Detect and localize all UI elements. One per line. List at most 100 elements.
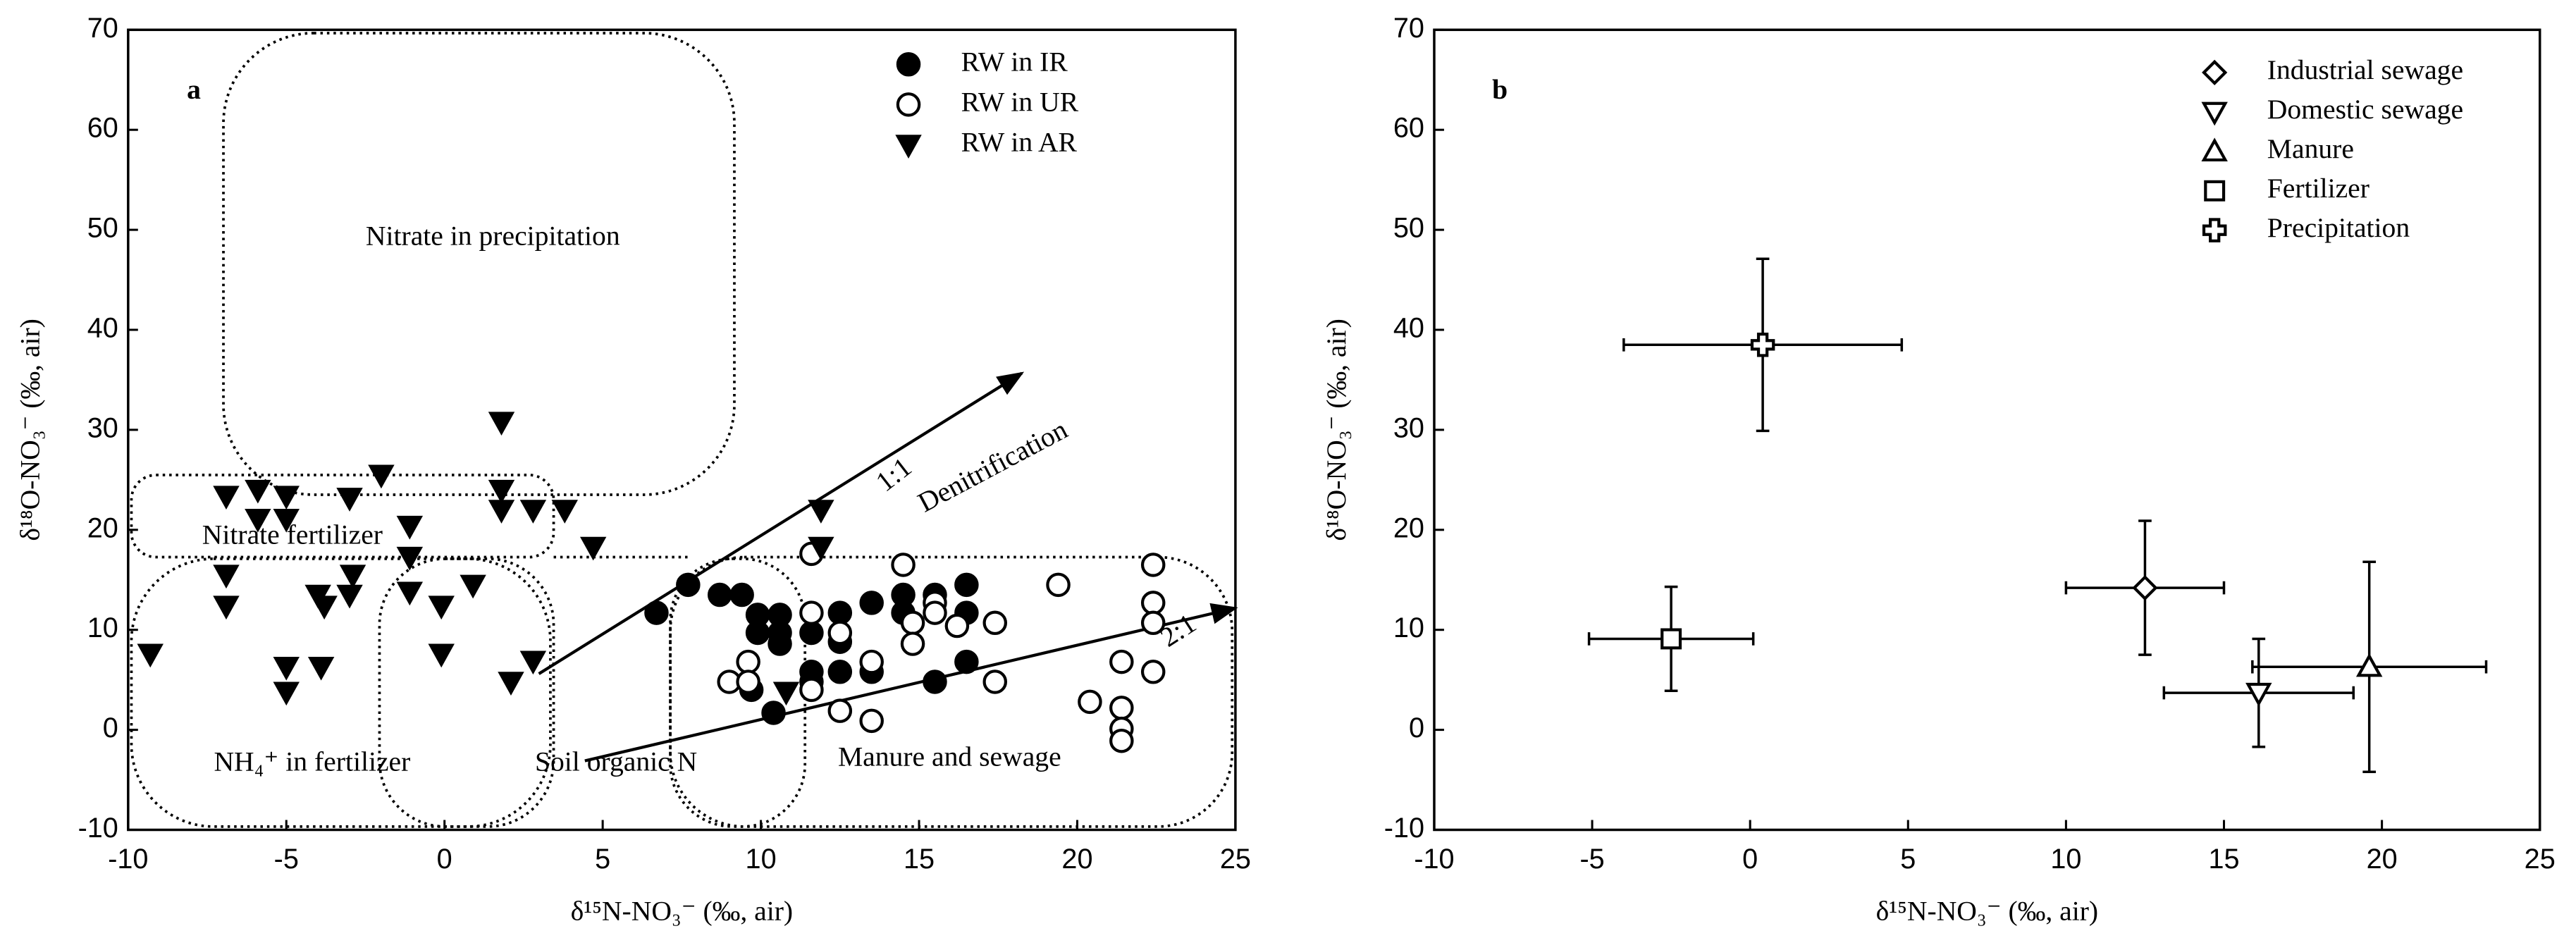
point: [488, 500, 515, 524]
point: [745, 620, 770, 646]
legend-marker: [2202, 59, 2228, 86]
point: [736, 670, 760, 694]
x-tick-label: 0: [437, 844, 452, 875]
legend-marker: [2202, 218, 2227, 242]
x-tick-label: -5: [1579, 844, 1604, 875]
y-tick-label: 40: [1393, 312, 1424, 343]
annotation: Nitrate in precipitation: [366, 220, 620, 251]
y-tick-label: -10: [78, 813, 118, 844]
point: [808, 536, 834, 561]
y-tick-label: 30: [87, 412, 118, 443]
x-tick-label: 20: [2367, 844, 2398, 875]
x-tick-label: -10: [1414, 844, 1454, 875]
point: [498, 672, 524, 696]
point: [339, 565, 366, 589]
x-axis-label: δ¹⁵N-NO₃⁻ (‰, air): [571, 895, 794, 926]
legend-label: Domestic sewage: [2267, 94, 2463, 125]
point: [891, 553, 916, 577]
point: [213, 596, 240, 620]
point: [273, 486, 300, 510]
point: [644, 600, 669, 625]
point: [772, 681, 800, 706]
y-axis-label: δ¹⁸O-NO₃⁻ (‰, air): [15, 319, 46, 541]
point: [923, 600, 947, 625]
x-tick-label: 25: [1220, 844, 1251, 875]
point: [137, 643, 164, 668]
y-tick-label: 10: [87, 612, 118, 643]
point: [736, 649, 760, 674]
point: [799, 677, 824, 703]
legend-label: Industrial sewage: [2267, 54, 2463, 85]
y-tick-label: 20: [87, 512, 118, 543]
point: [1078, 689, 1102, 715]
point: [273, 681, 300, 706]
point: [827, 620, 853, 646]
annotation: Soil organic N: [535, 746, 697, 777]
point: [1660, 628, 1682, 650]
point: [827, 698, 853, 723]
legend-label: Precipitation: [2267, 212, 2410, 243]
point: [1140, 553, 1166, 577]
point: [460, 574, 486, 599]
point: [519, 650, 547, 675]
annotation: Nitrate fertilizer: [202, 519, 383, 550]
point: [799, 600, 824, 625]
point: [428, 643, 455, 668]
annotation: Denitrification: [913, 414, 1073, 518]
point: [859, 591, 884, 615]
x-tick-label: 5: [595, 844, 610, 875]
point: [768, 631, 792, 656]
point: [245, 479, 271, 504]
point: [273, 508, 300, 533]
point: [311, 596, 338, 620]
legend-marker: [895, 135, 922, 159]
legend-marker: [2201, 137, 2228, 162]
point: [923, 670, 947, 694]
panel-label: b: [1492, 74, 1508, 105]
point: [551, 500, 578, 524]
y-tick-label: 30: [1393, 412, 1424, 443]
y-tick-label: -10: [1384, 813, 1424, 844]
annotation: NH₄⁺ in fertilizer: [214, 746, 410, 777]
legend-label: RW in IR: [961, 46, 1068, 77]
x-tick-label: 10: [746, 844, 777, 875]
arrow-2-1: [584, 603, 1238, 763]
nh4-region: [130, 557, 552, 828]
x-tick-label: 10: [2050, 844, 2081, 875]
point: [2245, 682, 2272, 707]
y-tick-label: 50: [1393, 213, 1424, 244]
x-tick-label: 15: [904, 844, 935, 875]
legend-marker: [2201, 101, 2228, 126]
point: [1109, 728, 1134, 753]
point: [396, 581, 424, 606]
point: [2132, 574, 2158, 601]
point: [488, 479, 515, 504]
y-tick-label: 70: [87, 13, 118, 44]
y-axis-label: δ¹⁸O-NO₃⁻ (‰, air): [1321, 319, 1352, 541]
legend-marker: [2204, 180, 2226, 202]
x-tick-label: 0: [1742, 844, 1758, 875]
legend-label: RW in UR: [961, 86, 1079, 117]
legend-label: Fertilizer: [2267, 173, 2369, 204]
point: [579, 536, 607, 561]
x-axis-label: δ¹⁵N-NO₃⁻ (‰, air): [1876, 895, 2099, 926]
point: [213, 486, 240, 510]
point: [808, 500, 834, 524]
y-tick-label: 50: [87, 213, 118, 244]
annotation: Manure and sewage: [838, 741, 1061, 772]
point: [859, 708, 884, 734]
panel-label: a: [187, 74, 201, 105]
point: [1109, 649, 1134, 674]
plot-frame: [1433, 28, 2541, 832]
x-tick-label: 20: [1061, 844, 1092, 875]
point: [1750, 333, 1775, 357]
x-tick-label: 25: [2525, 844, 2556, 875]
legend-label: Manure: [2267, 133, 2354, 164]
manure-region: [669, 555, 1234, 828]
legend-marker: [896, 52, 921, 77]
point: [982, 670, 1008, 694]
y-tick-label: 60: [1393, 113, 1424, 144]
point: [428, 596, 455, 620]
y-tick-label: 10: [1393, 612, 1424, 643]
